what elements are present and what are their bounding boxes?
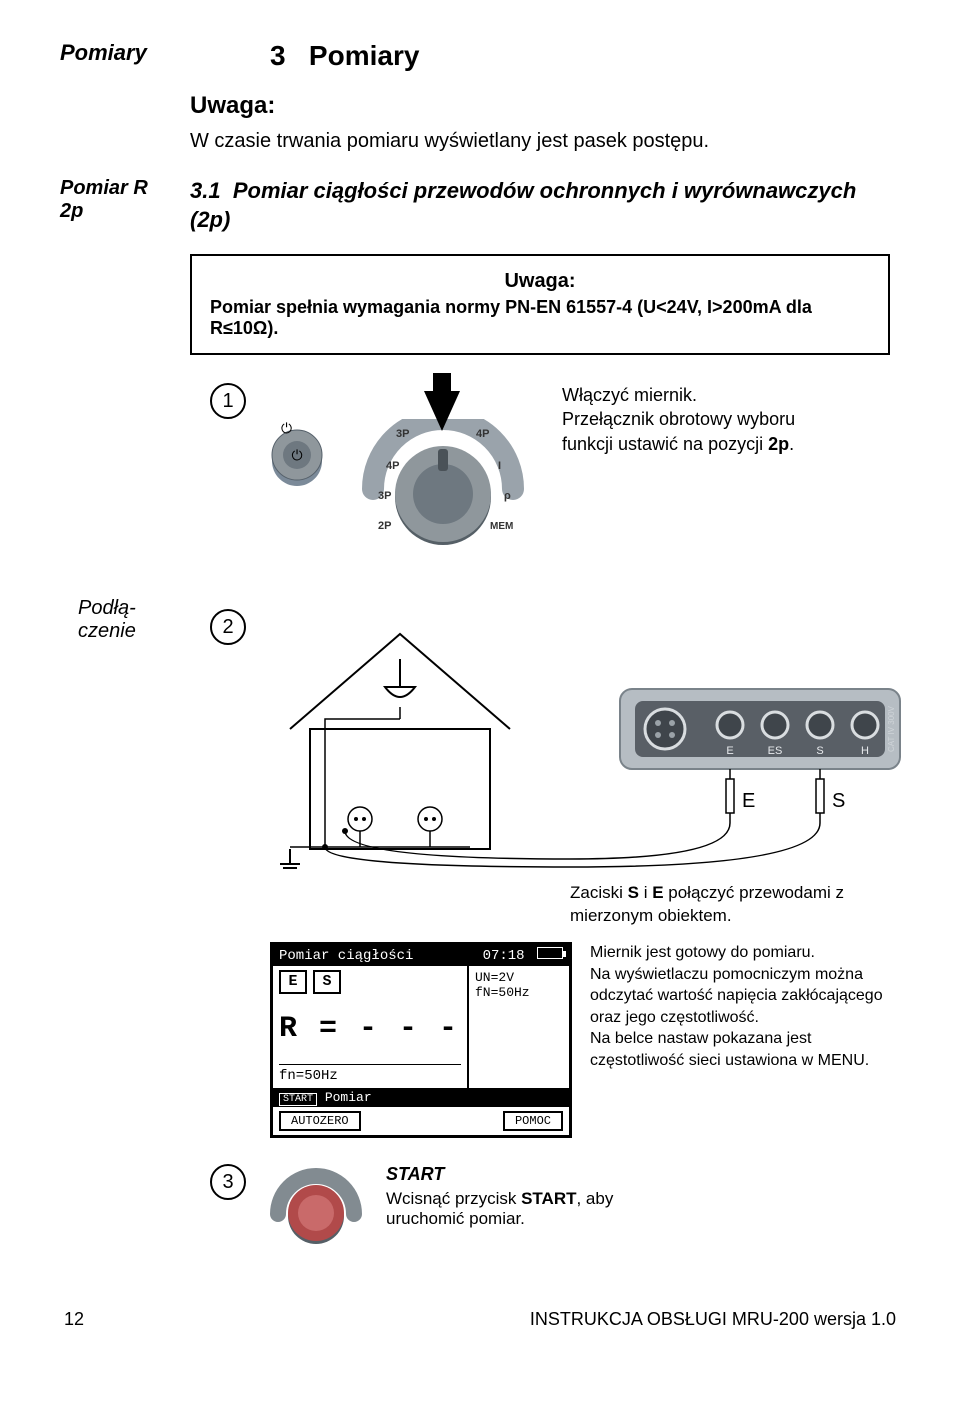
svg-text:MEM: MEM [490, 521, 513, 532]
svg-text:ES: ES [768, 745, 783, 757]
lcd-pomoc-button: POMOC [503, 1111, 563, 1131]
callout-title: Uwaga: [210, 270, 870, 293]
callout-body: Pomiar spełnia wymagania normy PN-EN 615… [210, 297, 870, 339]
step-1: 1 ⏻ ⏻ [210, 383, 900, 579]
svg-text:4P: 4P [476, 428, 489, 440]
subsection-heading: 3.1 Pomiar ciągłości przewodów ochronnyc… [190, 177, 900, 234]
sidebar-pomiary: Pomiary [60, 40, 170, 66]
svg-text:3P: 3P [396, 428, 409, 440]
svg-text:4P: 4P [386, 460, 399, 472]
step-2: Podłą- czenie 2 [210, 609, 910, 1138]
lcd-time: 07:18 [483, 948, 525, 964]
svg-text:S: S [816, 745, 823, 757]
svg-text:2P: 2P [378, 520, 391, 532]
screen-explanation: Miernik jest gotowy do pomiaru. Na wyświ… [590, 942, 910, 1072]
step-3-number: 3 [210, 1164, 246, 1200]
attention-label: Uwaga: [190, 92, 900, 120]
svg-text:ρ: ρ [504, 490, 511, 502]
callout-box: Uwaga: Pomiar spełnia wymagania normy PN… [190, 254, 890, 355]
lcd-s-icon: S [313, 970, 341, 994]
step-3: 3 START Wcisnąć przycisk START, aby uruc… [210, 1164, 900, 1259]
lcd-fn-bottom: fn=50Hz [279, 1064, 461, 1084]
svg-text:⏻: ⏻ [291, 447, 302, 463]
lcd-e-icon: E [279, 970, 307, 994]
step-3-text: Wcisnąć przycisk START, aby uruchomić po… [386, 1189, 666, 1229]
page-footer: 12 INSTRUKCJA OBSŁUGI MRU-200 wersja 1.0 [60, 1309, 900, 1330]
battery-icon [537, 947, 563, 959]
lcd-status-bar: START Pomiar [273, 1088, 569, 1107]
start-button-icon [266, 1164, 366, 1259]
footer-text: INSTRUKCJA OBSŁUGI MRU-200 wersja 1.0 [530, 1309, 896, 1330]
lcd-title: Pomiar ciągłości [279, 948, 413, 964]
lcd-autozero-button: AUTOZERO [279, 1111, 361, 1131]
intro-text: W czasie trwania pomiaru wyświetlany jes… [190, 130, 900, 153]
page-number: 12 [64, 1309, 84, 1330]
step-1-text: Włączyć miernik. Przełącznik obrotowy wy… [562, 383, 822, 456]
svg-text:CAT IV 300V: CAT IV 300V [887, 706, 896, 753]
connection-caption: Zaciski S i E połączyć przewodami z mier… [570, 882, 910, 928]
power-button-icon: ⏻ ⏻ [270, 383, 324, 498]
start-label: START [386, 1164, 666, 1185]
lcd-un: UN=2V [475, 970, 563, 985]
sidebar-pomiar-r: Pomiar R 2p [60, 177, 170, 234]
svg-text:E: E [742, 790, 755, 812]
svg-text:H: H [861, 745, 869, 757]
svg-text:E: E [726, 745, 733, 757]
section-number: 3 Pomiary [270, 40, 419, 72]
lcd-r-value: R = - - - [279, 1012, 461, 1046]
svg-text:S: S [832, 790, 845, 812]
lcd-screen: Pomiar ciągłości 07:18 E S [270, 942, 572, 1138]
svg-text:⏻: ⏻ [281, 420, 292, 436]
step-2-number: 2 [210, 609, 246, 645]
step-1-number: 1 [210, 383, 246, 419]
lcd-fn-right: fN=50Hz [475, 985, 563, 1000]
sidebar-podlaczenie: Podłą- czenie [78, 597, 188, 643]
svg-text:I: I [498, 460, 501, 472]
svg-text:3P: 3P [378, 490, 391, 502]
connection-diagram: E ES S H CAT IV 300V E S [270, 609, 910, 869]
rotary-dial: 3P 4P 4P 3P 2P I ρ MEM [348, 383, 538, 579]
